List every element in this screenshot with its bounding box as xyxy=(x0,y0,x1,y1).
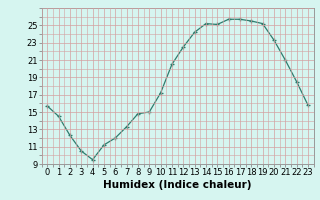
X-axis label: Humidex (Indice chaleur): Humidex (Indice chaleur) xyxy=(103,180,252,190)
